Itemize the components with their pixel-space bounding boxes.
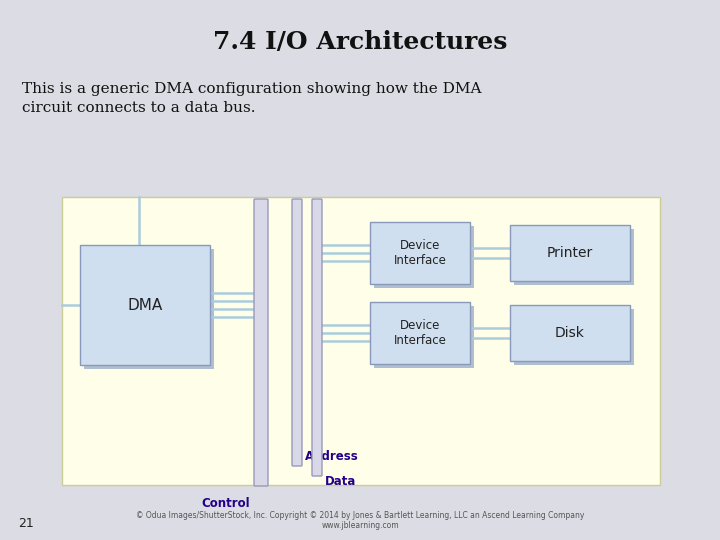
Text: DMA: DMA	[127, 298, 163, 313]
FancyBboxPatch shape	[292, 199, 302, 466]
Text: Printer: Printer	[547, 246, 593, 260]
Text: This is a generic DMA configuration showing how the DMA
circuit connects to a da: This is a generic DMA configuration show…	[22, 82, 482, 116]
Bar	[374, 226, 474, 288]
Bar	[62, 197, 660, 485]
FancyBboxPatch shape	[254, 199, 268, 486]
Text: Address: Address	[305, 450, 359, 463]
FancyBboxPatch shape	[312, 199, 322, 476]
Bar	[370, 222, 470, 284]
Text: © Odua Images/ShutterStock, Inc. Copyright © 2014 by Jones & Bartlett Learning, : © Odua Images/ShutterStock, Inc. Copyrig…	[136, 511, 584, 530]
Bar	[510, 225, 630, 281]
Bar	[370, 302, 470, 364]
Text: 7.4 I/O Architectures: 7.4 I/O Architectures	[213, 30, 507, 54]
Text: Disk: Disk	[555, 326, 585, 340]
Text: Device
Interface: Device Interface	[394, 239, 446, 267]
Bar	[84, 249, 214, 369]
Text: Control: Control	[202, 497, 250, 510]
Text: Data: Data	[325, 475, 356, 488]
Bar	[514, 309, 634, 365]
Text: 21: 21	[18, 517, 34, 530]
Bar	[514, 229, 634, 285]
Bar	[80, 245, 210, 365]
Text: Device
Interface: Device Interface	[394, 319, 446, 347]
Bar	[510, 305, 630, 361]
Bar	[374, 306, 474, 368]
